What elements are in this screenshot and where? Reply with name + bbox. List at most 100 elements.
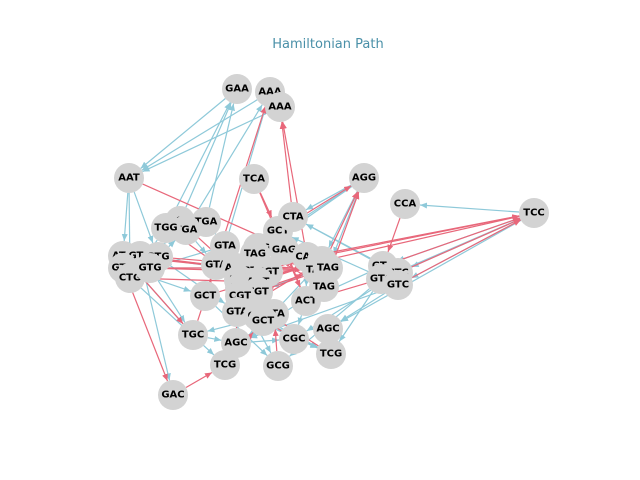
edge-aaa-to-aat [141,99,258,171]
node-gtc: GTC [383,270,413,300]
node-cca: CCA [390,189,420,219]
node-circle [222,74,252,104]
node-label: GTC [370,274,392,285]
edge-tga-to-gta [195,241,207,254]
node-label: TCA [243,174,265,185]
node-label: AGC [316,324,339,335]
node-label: AGG [352,173,376,184]
node-circle [349,163,379,193]
node-label: GTA [214,241,236,252]
node-tgc: TGC [178,320,208,350]
node-label: GCT [194,291,217,302]
node-tgg: TGG [151,213,181,243]
node-circle [278,202,308,232]
node-label: GCG [266,361,290,372]
edge-aat-to-gtg [133,191,154,244]
node-cta: CTA [278,202,308,232]
node-gct: GCT [248,306,278,336]
node-tca: TCA [239,164,269,194]
edge-agg-to-cta [305,184,352,211]
node-gct: GCT [190,281,220,311]
node-circle [114,163,144,193]
edge-cag-to-tcc [336,214,520,259]
node-label: TAG [313,282,335,293]
edge-tcc-to-agc [340,219,522,323]
node-label: TCG [214,360,236,371]
edge-aat-to-atg [121,192,129,242]
node-circle [316,339,346,369]
edge-tcc-to-cca [419,202,520,213]
node-aaa: AAA [265,92,295,122]
node-label: AAA [258,87,281,98]
node-tcg: TCG [316,339,346,369]
edge-gtc-to-tcc [411,219,521,279]
edge-tga-to-aaa [193,104,263,218]
node-label: ACT [295,296,317,307]
node-label: AAA [268,102,291,113]
node-layer: GAAAAAAAAAATTCAAGGCCATCCTGATGATGAGCTCTAA… [108,74,549,410]
node-circle [263,351,293,381]
node-cgc: CGC [279,324,309,354]
edge-tgc-to-agc [207,336,222,342]
edge-cta-to-aaa [279,121,292,203]
node-gtg: GTG [135,253,165,283]
node-aat: AAT [114,163,144,193]
edge-gac-to-tcg [185,371,213,389]
node-circle [313,314,343,344]
node-label: CAG [295,252,318,263]
edge-gtc-to-agc [340,292,386,322]
edge-gtg-to-tgc [157,280,186,323]
node-circle [210,350,240,380]
node-label: TGC [182,330,204,341]
node-circle [151,213,181,243]
node-label: AAT [118,173,140,184]
node-label: TCC [523,208,545,219]
node-tcc: TCC [519,198,549,228]
edge-gtc-to-tcc [397,217,520,262]
node-circle [239,164,269,194]
node-label: TGG [154,223,177,234]
edge-gtg-to-gac [142,270,171,381]
node-label: CGT [229,291,251,302]
diagram-title: Hamiltonian Path [272,37,383,52]
node-label: TGA [175,225,198,236]
edge-cca-to-gtc [387,217,401,253]
edge-agg-to-tag [333,191,359,255]
node-gac: GAC [158,380,188,410]
node-circle [190,281,220,311]
node-circle [158,380,188,410]
node-label: TAG [317,263,339,274]
node-label: TCG [320,349,342,360]
node-label: CGC [283,334,306,345]
node-gaa: GAA [222,74,252,104]
node-label: GCT [252,316,275,327]
node-circle [383,270,413,300]
node-circle [265,92,295,122]
node-label: GTA [205,260,227,271]
node-label: GTA [226,307,248,318]
node-label: GTC [387,280,409,291]
node-circle [269,235,299,265]
node-circle [135,253,165,283]
node-gcg: GCG [263,351,293,381]
node-label: TAG [244,249,266,260]
node-label: GAA [225,84,249,95]
edge-gtg-to-gac [127,281,169,382]
edge-ctc-to-tcc [411,218,521,268]
node-label: GCT [267,226,290,237]
node-circle [519,198,549,228]
edge-agc-to-cgc [250,337,280,344]
node-circle [279,324,309,354]
edge-gtc-to-tcg [338,291,374,342]
node-label: CTA [282,212,303,223]
node-label: GTG [138,263,161,274]
node-tcg: TCG [210,350,240,380]
node-circle [390,189,420,219]
node-label: GAG [272,245,296,256]
node-label: CCA [394,199,417,210]
edge-tga-to-gaa [208,103,235,208]
node-gag: GAG [269,235,299,265]
edge-tca-to-gct [259,192,273,218]
node-agg: AGG [349,163,379,193]
